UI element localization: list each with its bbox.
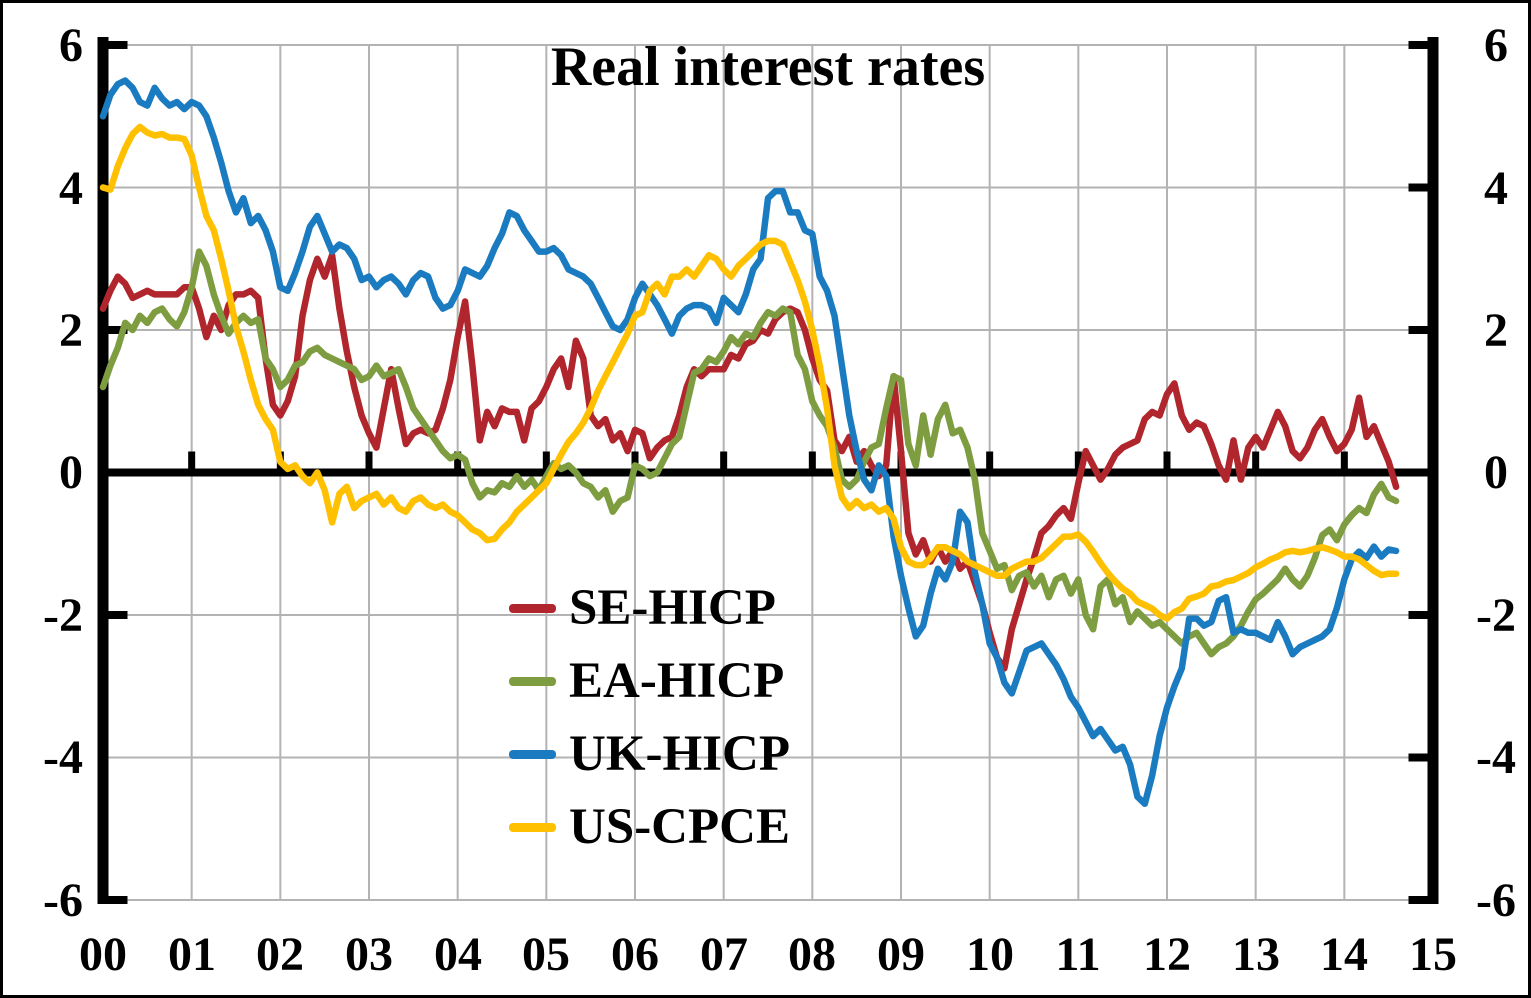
x-tick-mark <box>1252 451 1260 470</box>
legend-label-se-hicp: SE-HICP <box>569 580 776 636</box>
y-tick-right <box>1408 896 1428 904</box>
x-axis-label-12: 12 <box>1143 928 1191 981</box>
y-axis-label-left-m4: -4 <box>43 731 83 784</box>
y-tick-right <box>1408 326 1428 334</box>
y-axis-bar-right <box>1427 37 1439 904</box>
y-axis-label-right-4: 4 <box>1484 162 1508 215</box>
x-tick-mark <box>986 451 994 470</box>
y-axis-label-left-4: 4 <box>59 162 83 215</box>
y-axis-label-right-2: 2 <box>1484 304 1508 357</box>
legend-swatch-us-cpce <box>509 823 556 832</box>
x-axis-label-15: 15 <box>1409 928 1457 981</box>
chart-plot-area <box>97 37 1439 904</box>
y-axis-label-left-0: 0 <box>59 446 83 499</box>
y-tick-right <box>1408 611 1428 619</box>
y-tick-left <box>108 896 128 904</box>
x-tick-mark <box>1163 451 1171 470</box>
y-axis-label-left-6: 6 <box>59 19 83 72</box>
x-tick-mark <box>454 451 462 470</box>
y-tick-right <box>1408 753 1428 762</box>
legend-swatch-se-hicp <box>509 604 556 613</box>
y-axis-label-right-m4: -4 <box>1476 731 1516 784</box>
legend-label-ea-hicp: EA-HICP <box>569 653 785 709</box>
y-axis-label-left-2: 2 <box>59 304 83 357</box>
y-tick-left <box>108 611 128 619</box>
x-axis-label-07: 07 <box>700 928 748 981</box>
y-tick-left <box>108 41 128 49</box>
x-tick-mark <box>188 451 196 470</box>
x-tick-mark <box>1340 451 1348 470</box>
x-axis-label-05: 05 <box>522 928 570 981</box>
chart-title: Real interest rates <box>550 36 986 98</box>
legend-swatch-uk-hicp <box>509 750 556 759</box>
x-axis-label-06: 06 <box>611 928 659 981</box>
y-axis-label-left-m2: -2 <box>43 589 83 642</box>
series-line-us-cpce <box>99 123 1400 622</box>
x-axis-label-04: 04 <box>434 928 482 981</box>
y-tick-right <box>1408 41 1428 49</box>
x-axis-label-02: 02 <box>256 928 304 981</box>
series-line-ea-hicp <box>99 248 1400 658</box>
legend-label-us-cpce: US-CPCE <box>569 799 791 855</box>
x-axis-label-00: 00 <box>79 928 127 981</box>
series-line-uk-hicp <box>99 77 1400 808</box>
x-axis-label-01: 01 <box>168 928 216 981</box>
x-axis-label-03: 03 <box>345 928 393 981</box>
x-tick-mark <box>631 451 639 470</box>
series-line-se-hicp <box>99 251 1400 672</box>
x-axis-label-10: 10 <box>966 928 1014 981</box>
x-axis-label-13: 13 <box>1232 928 1280 981</box>
y-axis-label-right-6: 6 <box>1484 19 1508 72</box>
x-axis-label-14: 14 <box>1320 928 1368 981</box>
y-axis-label-right-m2: -2 <box>1476 589 1516 642</box>
x-tick-mark <box>542 451 550 470</box>
y-axis-label-left-m6: -6 <box>43 874 83 927</box>
x-tick-mark <box>808 451 816 470</box>
x-axis-label-09: 09 <box>877 928 925 981</box>
legend-label-uk-hicp: UK-HICP <box>569 726 790 782</box>
x-tick-mark <box>1074 451 1082 470</box>
x-axis-label-11: 11 <box>1055 928 1101 981</box>
y-axis-label-right-m6: -6 <box>1476 874 1516 927</box>
x-tick-mark <box>365 451 373 470</box>
legend-swatch-ea-hicp <box>509 677 556 686</box>
zero-axis-line <box>97 468 1439 477</box>
x-tick-mark <box>720 451 728 470</box>
y-tick-right <box>1408 183 1428 192</box>
y-axis-bar-left <box>97 37 109 904</box>
x-axis-label-08: 08 <box>788 928 836 981</box>
y-axis-label-right-0: 0 <box>1484 446 1508 499</box>
y-tick-left <box>108 326 128 334</box>
